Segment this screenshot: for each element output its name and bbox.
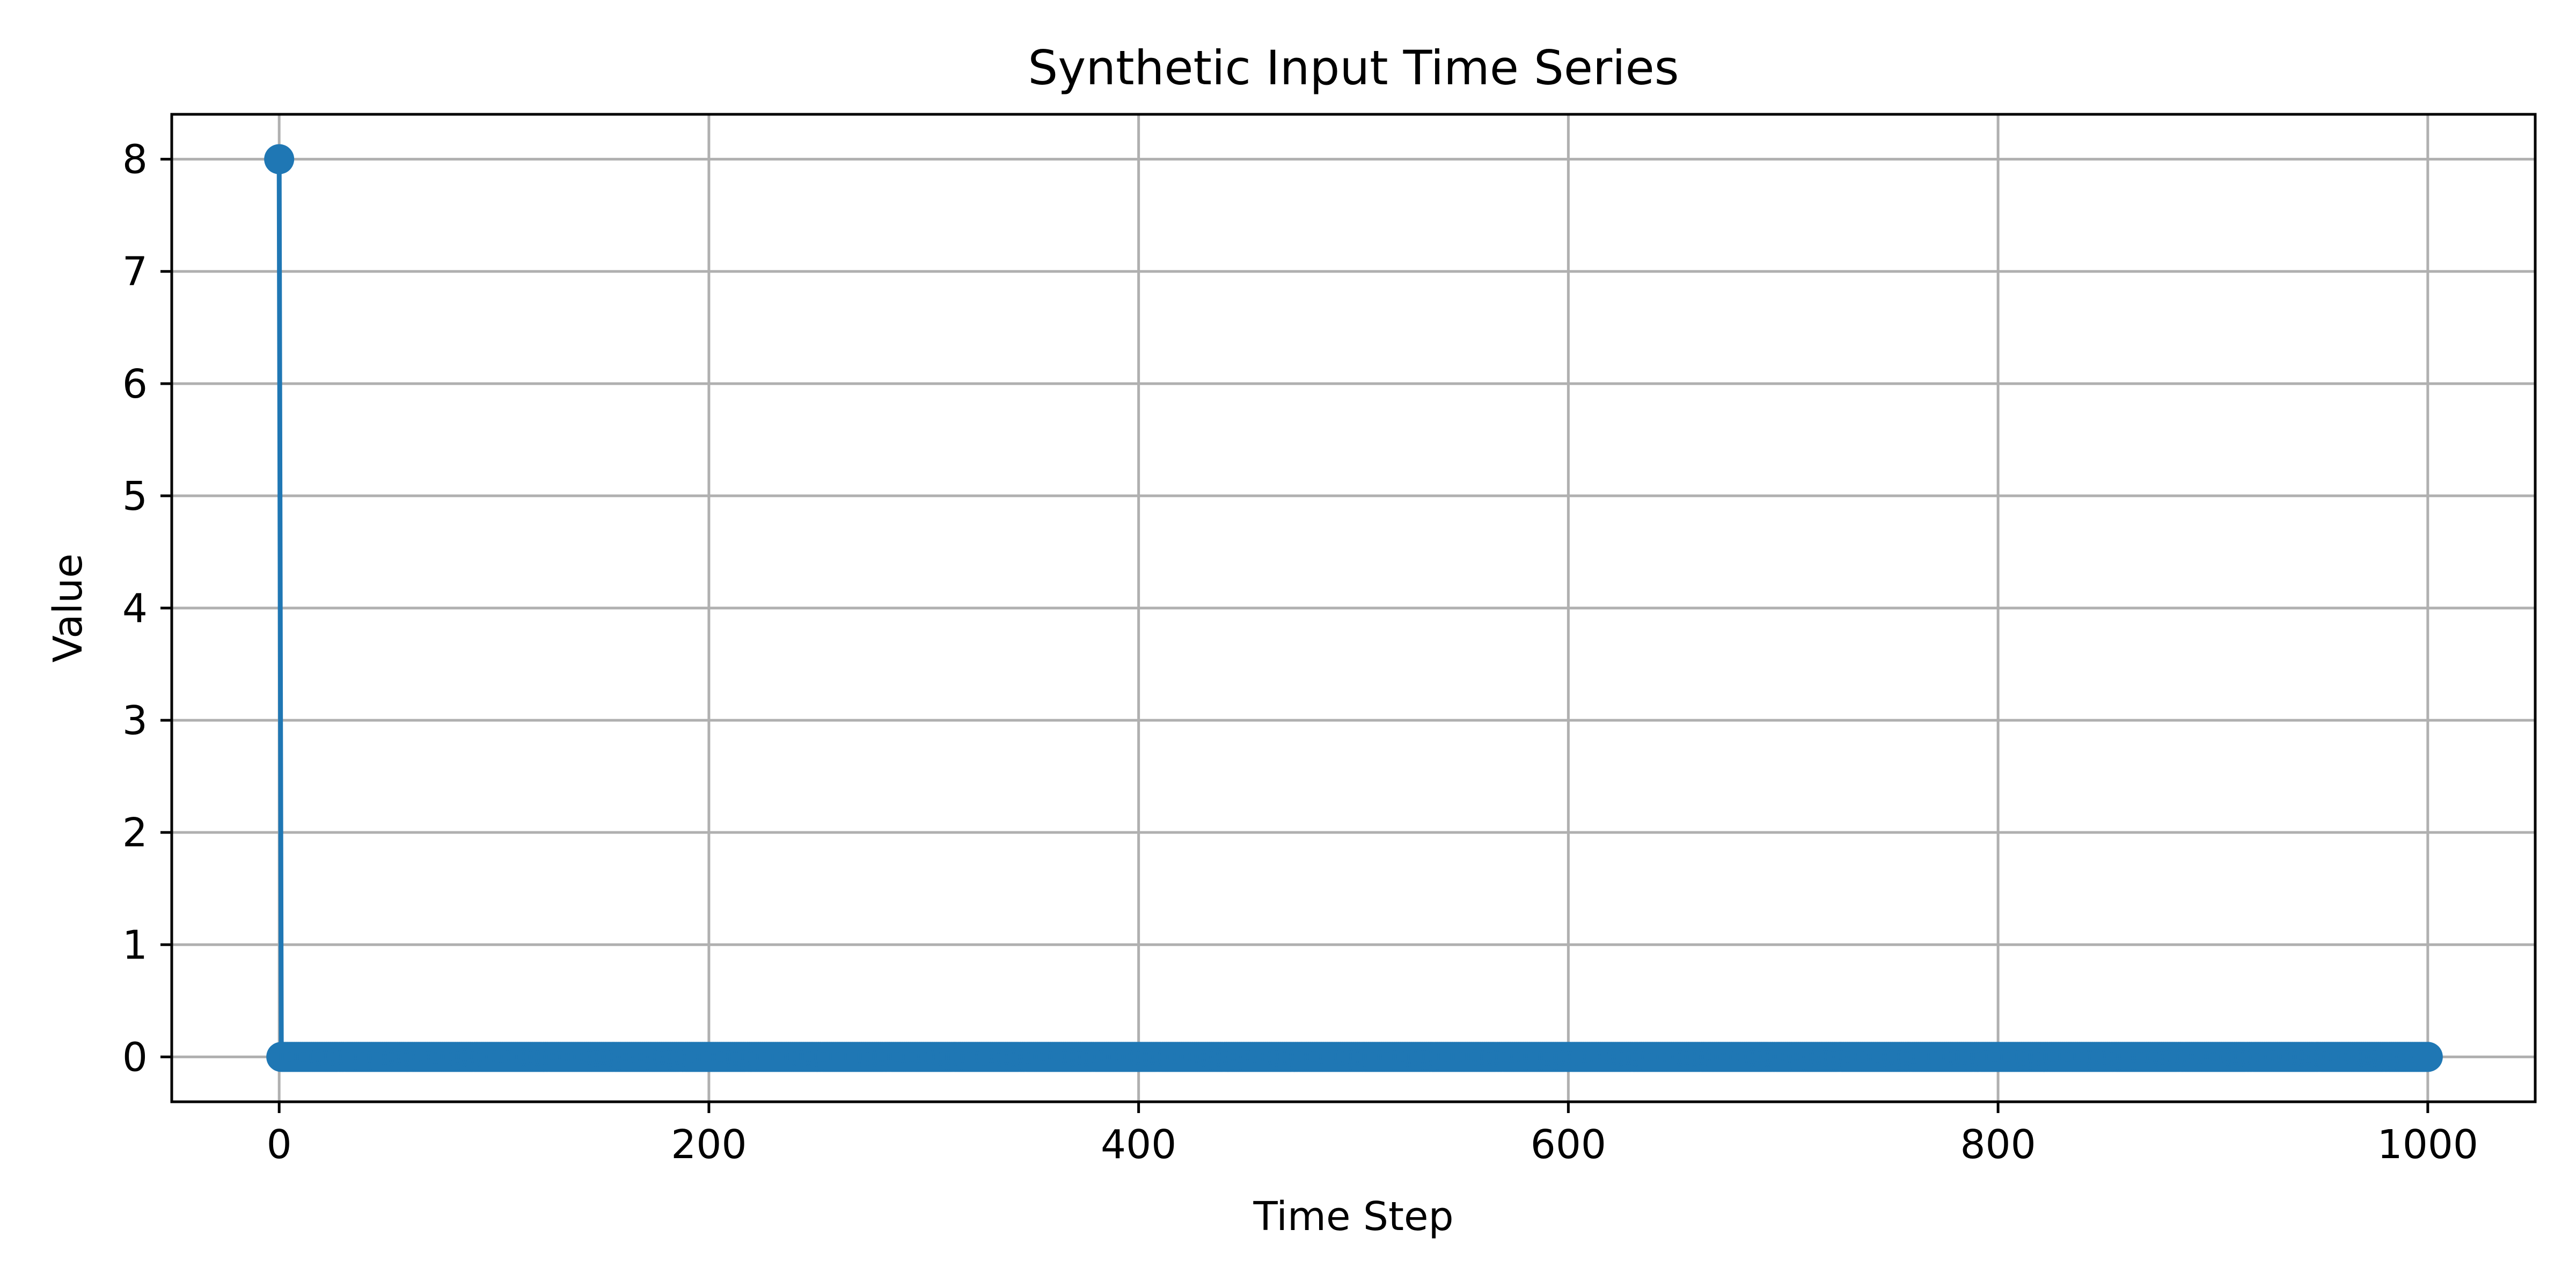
y-tick-label: 3 — [122, 698, 148, 744]
data-point — [264, 144, 295, 174]
y-tick-label: 5 — [122, 473, 148, 519]
data-point — [2412, 1042, 2443, 1072]
x-tick-label: 400 — [1101, 1122, 1176, 1168]
y-tick-label: 6 — [122, 361, 148, 407]
x-tick-label: 0 — [267, 1122, 292, 1168]
y-tick-label: 0 — [122, 1034, 148, 1080]
x-tick-label: 600 — [1531, 1122, 1606, 1168]
y-tick-label: 2 — [122, 810, 148, 856]
x-axis-label: Time Step — [1253, 1194, 1453, 1240]
y-tick-label: 8 — [122, 137, 148, 183]
x-tick-label: 200 — [671, 1122, 747, 1168]
y-tick-label: 7 — [122, 249, 148, 295]
y-axis-label: Value — [45, 553, 91, 662]
x-tick-label: 1000 — [2377, 1122, 2478, 1168]
chart-title: Synthetic Input Time Series — [1028, 40, 1679, 96]
ticks: 0 200 400 600 800 1000 0 1 2 3 4 5 6 7 8 — [122, 137, 2478, 1168]
series-layer — [264, 144, 2443, 1072]
y-tick-label: 4 — [122, 586, 148, 632]
x-tick-label: 800 — [1960, 1122, 2036, 1168]
y-tick-label: 1 — [122, 922, 148, 968]
